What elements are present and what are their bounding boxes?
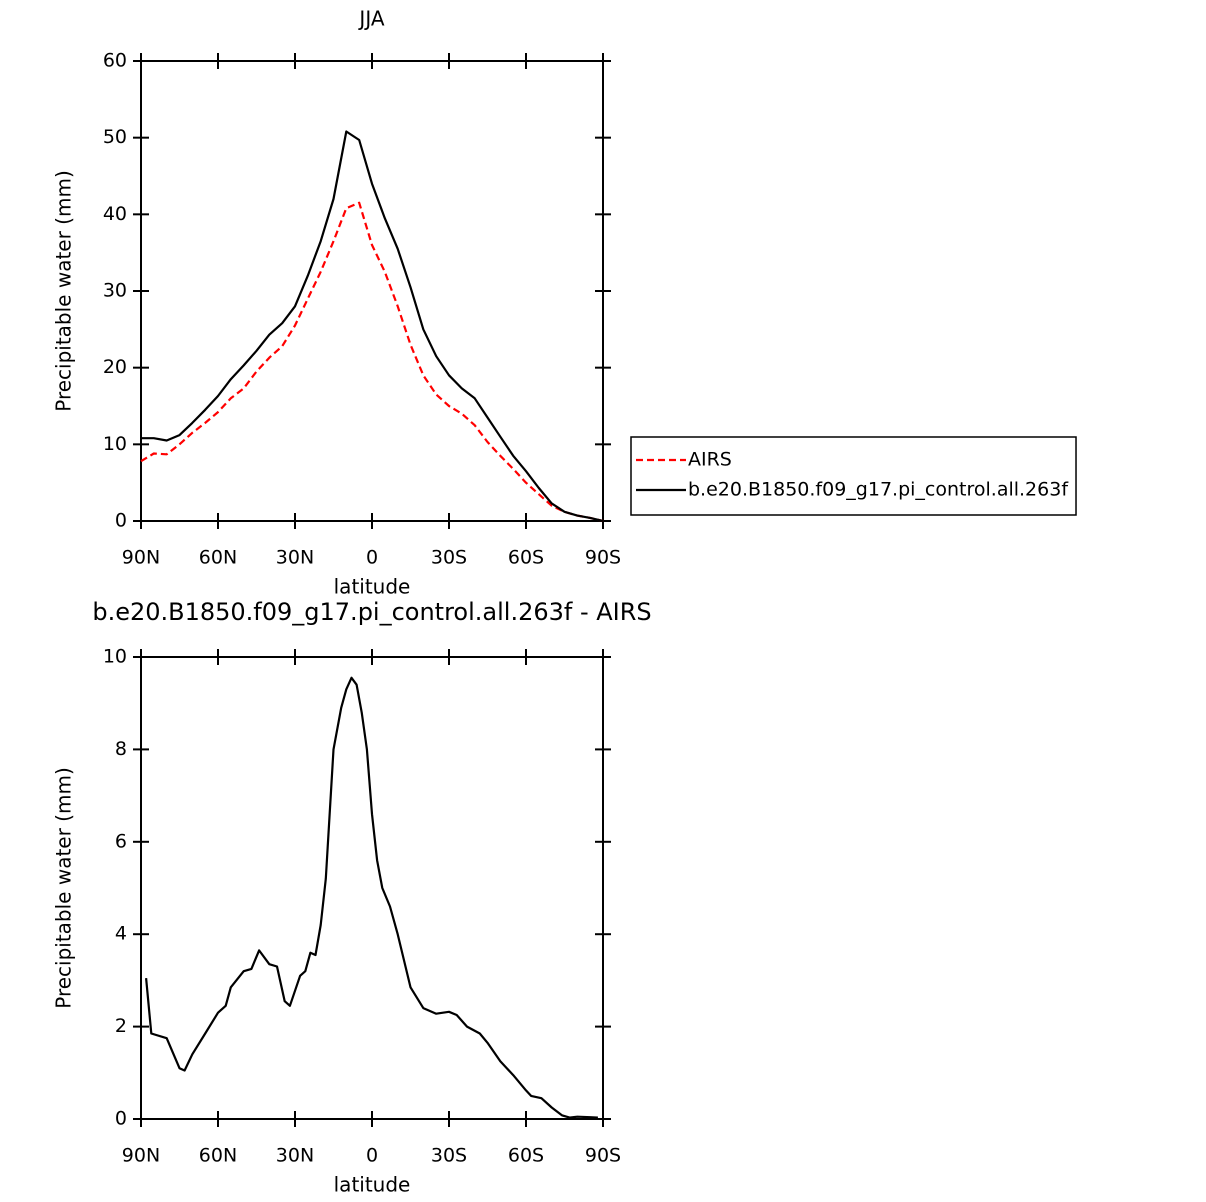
y-tick-label: 30 [103,280,127,302]
x-tick-label: 30N [276,547,314,569]
x-tick-label: 60S [508,1145,544,1167]
y-tick-label: 2 [115,1015,127,1037]
x-axis-label: latitude [334,1173,411,1197]
y-tick-label: 50 [103,126,127,148]
x-axis-label: latitude [334,575,411,599]
y-axis-label: Precipitable water (mm) [52,767,76,1009]
plot-frame [140,60,604,522]
plot-frame [140,656,604,1120]
chart-title: b.e20.B1850.f09_g17.pi_control.all.263f … [92,598,651,626]
x-tick-label: 0 [366,1145,378,1167]
chart-title: JJA [357,7,384,31]
data-line [140,201,604,523]
y-tick-label: 0 [115,510,127,532]
x-tick-label: 30S [431,1145,467,1167]
x-tick-label: 90N [122,1145,160,1167]
y-tick-label: 10 [103,646,127,668]
x-tick-label: 90S [585,1145,621,1167]
legend-label: AIRS [688,449,732,471]
x-tick-label: 0 [366,547,378,569]
data-line [141,130,604,523]
y-tick-label: 40 [103,203,127,225]
x-tick-label: 60N [199,547,237,569]
x-tick-label: 60S [508,547,544,569]
y-tick-label: 6 [115,830,127,852]
y-axis-label: Precipitable water (mm) [52,170,76,412]
data-line [145,676,598,1119]
x-tick-label: 60N [199,1145,237,1167]
y-tick-label: 4 [115,923,127,945]
y-tick-label: 20 [103,356,127,378]
x-tick-label: 90N [122,547,160,569]
y-tick-label: 0 [115,1108,127,1130]
y-tick-label: 10 [103,433,127,455]
y-tick-label: 60 [103,50,127,72]
y-tick-label: 8 [115,738,127,760]
x-tick-label: 90S [585,547,621,569]
legend-label: b.e20.B1850.f09_g17.pi_control.all.263f [688,479,1069,501]
legend-box [630,436,1077,516]
x-tick-label: 30N [276,1145,314,1167]
x-tick-label: 30S [431,547,467,569]
legend: AIRS b.e20.B1850.f09_g17.pi_control.all.2… [630,436,1077,516]
